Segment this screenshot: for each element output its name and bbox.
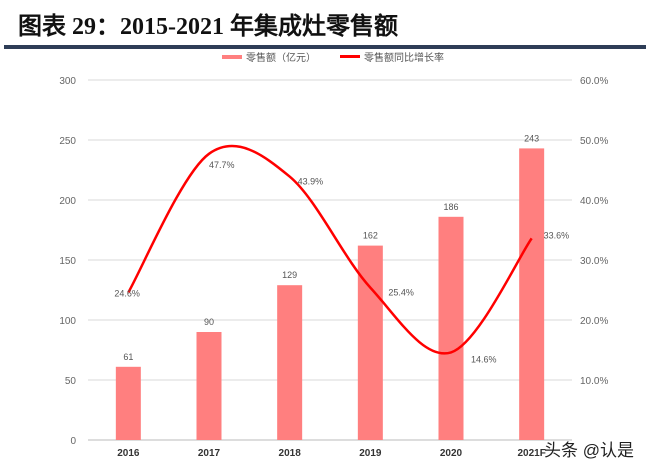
- title-rule: [4, 45, 646, 49]
- left-tick-label: 200: [59, 196, 76, 207]
- x-tick-label: 2018: [279, 448, 302, 459]
- bar-value-label: 61: [123, 352, 133, 362]
- bar-value-label: 186: [443, 202, 458, 212]
- left-tick-label: 150: [59, 256, 76, 267]
- right-tick-label: 30.0%: [580, 256, 608, 267]
- left-tick-label: 50: [65, 376, 77, 387]
- x-tick-label: 2016: [117, 448, 140, 459]
- bar: [196, 332, 222, 440]
- legend-bar-label: 零售额（亿元）: [246, 51, 316, 64]
- legend-line-swatch: [340, 55, 360, 58]
- legend-bar-swatch: [222, 55, 242, 59]
- watermark: 头条 @认是: [544, 441, 634, 460]
- line-value-label: 47.7%: [209, 160, 235, 170]
- bar-value-label: 129: [282, 270, 297, 280]
- line-value-label: 25.4%: [388, 288, 414, 298]
- x-tick-label: 2021F: [517, 448, 545, 459]
- bar: [438, 216, 464, 440]
- right-tick-label: 50.0%: [580, 136, 608, 147]
- right-tick-label: 40.0%: [580, 196, 608, 207]
- x-tick-label: 2020: [440, 448, 463, 459]
- bar: [277, 285, 303, 440]
- line-value-label: 33.6%: [544, 230, 570, 240]
- bar: [357, 245, 383, 440]
- bar-value-label: 90: [204, 317, 214, 327]
- bar-value-label: 162: [363, 231, 378, 241]
- right-tick-label: 60.0%: [580, 76, 608, 87]
- left-tick-label: 100: [59, 316, 76, 327]
- bar: [115, 366, 141, 440]
- x-tick-label: 2019: [359, 448, 382, 459]
- chart-title: 图表 29：2015-2021 年集成灶零售额: [18, 14, 398, 40]
- left-tick-label: 250: [59, 136, 76, 147]
- bar-value-label: 243: [524, 133, 539, 143]
- right-tick-label: 10.0%: [580, 376, 608, 387]
- left-tick-label: 0: [70, 436, 76, 447]
- line-value-label: 24.6%: [114, 288, 140, 298]
- legend-line-label: 零售额同比增长率: [364, 51, 444, 64]
- line-value-label: 43.9%: [298, 177, 324, 187]
- left-tick-label: 300: [59, 76, 76, 87]
- line-value-label: 14.6%: [471, 354, 497, 364]
- growth-line: [127, 144, 533, 355]
- bar: [519, 148, 545, 440]
- right-tick-label: 20.0%: [580, 316, 608, 327]
- x-tick-label: 2017: [198, 448, 221, 459]
